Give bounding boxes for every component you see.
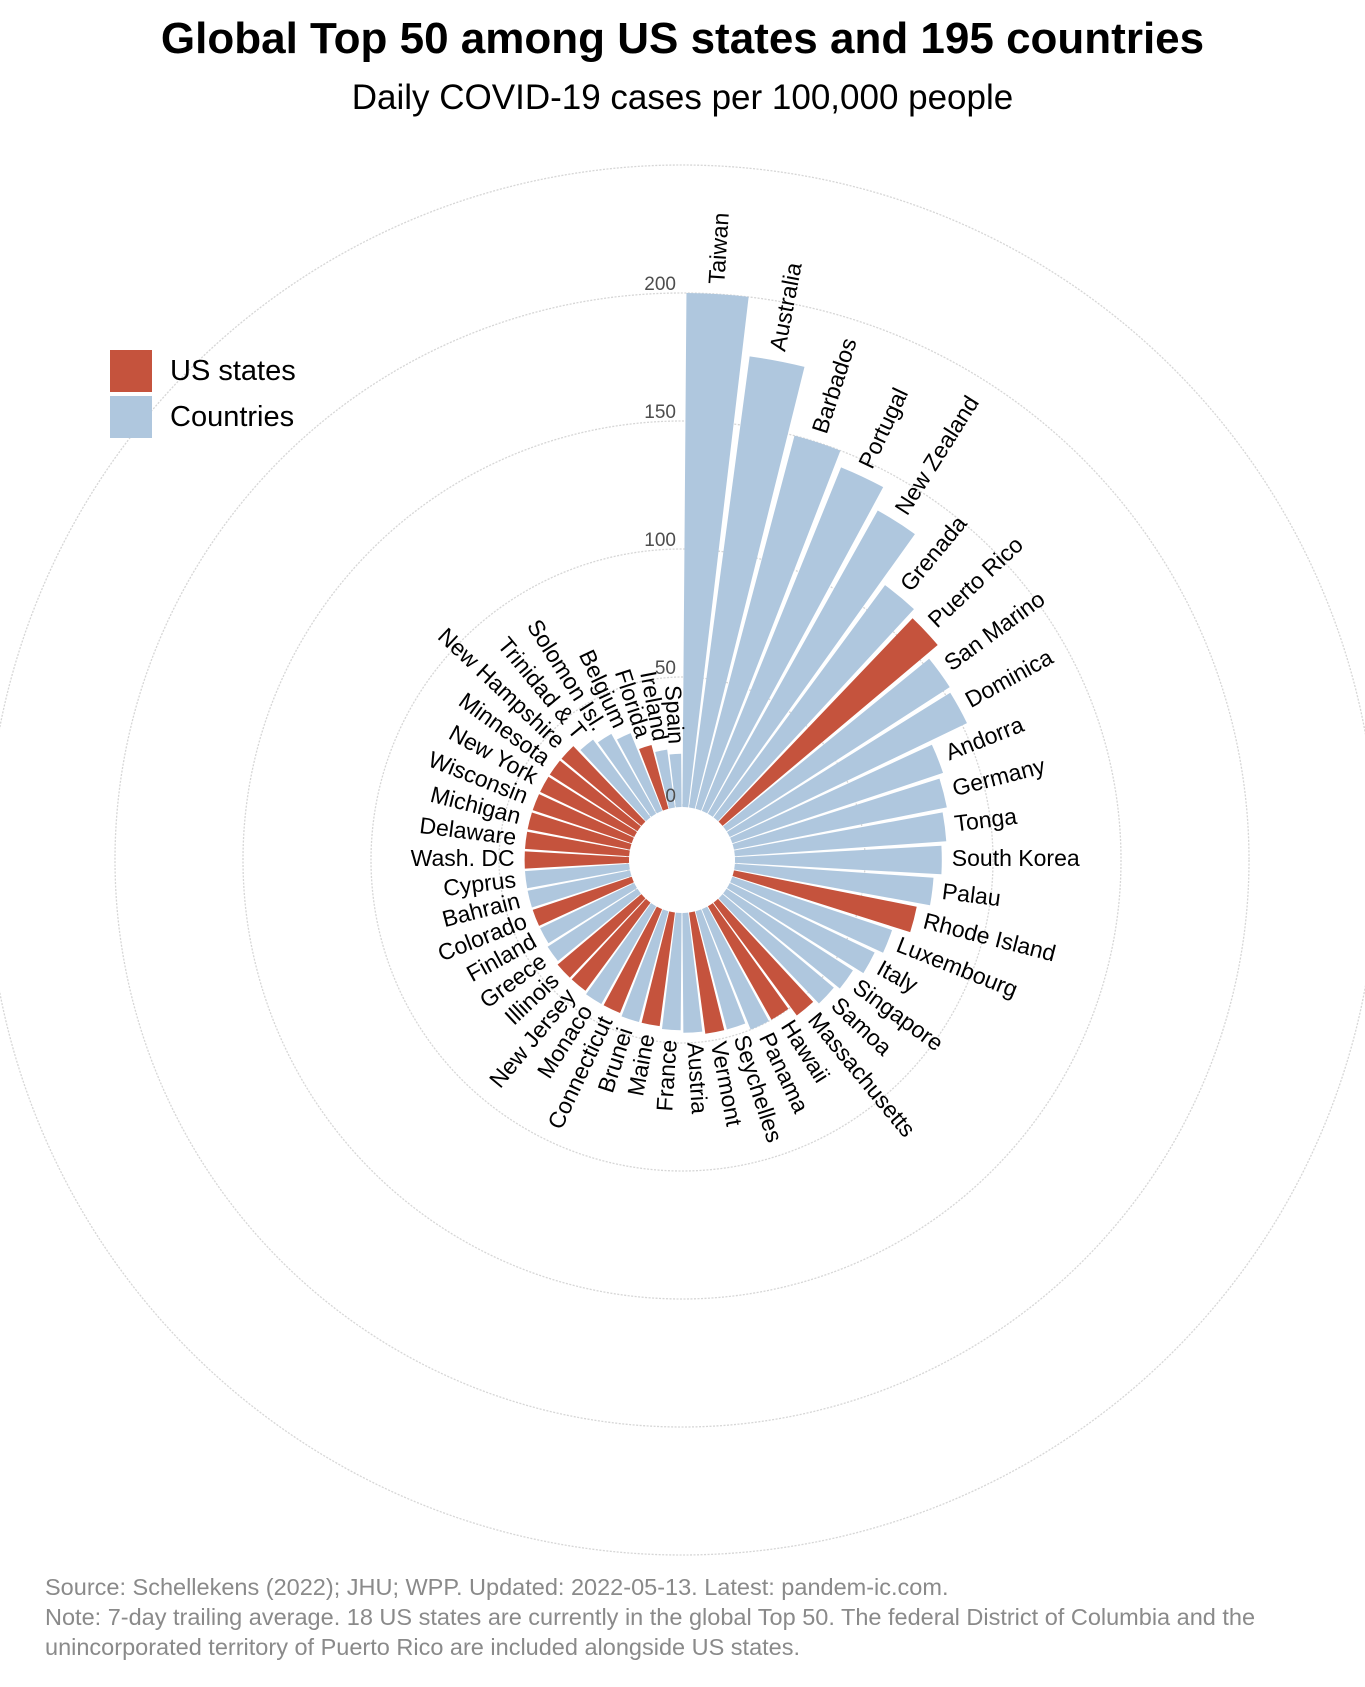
bar-solomon-isl (597, 733, 657, 817)
bar-south-korea (734, 845, 942, 875)
label-barbados: Barbados (807, 335, 862, 437)
label-south-korea: South Korea (952, 845, 1080, 871)
bar-hawaii (707, 903, 789, 1020)
bar-ireland (655, 749, 675, 809)
bar-brunei (621, 909, 669, 1023)
bar-bahrain (527, 870, 632, 908)
bar-puerto-rico (718, 618, 938, 826)
bar-panama (701, 906, 769, 1030)
chart-title: Global Top 50 among US states and 195 co… (160, 14, 1205, 63)
grid-ring-200 (114, 292, 1250, 1428)
legend-item-us-states: US states (110, 348, 296, 394)
bar-delaware (524, 831, 630, 857)
bar-seychelles (695, 909, 746, 1030)
bar-wisconsin (532, 794, 634, 844)
label-australia: Australia (764, 260, 806, 353)
bar-florida (639, 744, 669, 811)
r-tick-150: 150 (644, 402, 676, 423)
bar-new-york (540, 776, 638, 838)
label-portugal: Portugal (853, 384, 913, 473)
center-hole (634, 812, 730, 908)
bar-france (661, 912, 682, 1031)
bar-colorado (532, 876, 634, 926)
bar-greece (547, 888, 641, 961)
label-austria: Austria (682, 1041, 712, 1114)
r-tick-100: 100 (644, 530, 676, 551)
bar-trinidad-t (580, 739, 651, 822)
bar-austria (682, 912, 703, 1033)
r-tick-0: 0 (665, 786, 676, 807)
bar-connecticut (603, 906, 663, 1014)
bar-new-hampshire (561, 746, 646, 826)
chart-subtitle: Daily COVID-19 cases per 100,000 people (351, 78, 1014, 117)
label-france: France (651, 1039, 681, 1112)
legend-label-us-states: US states (170, 354, 296, 387)
label-tonga: Tonga (953, 803, 1019, 837)
radial-axis-ticks: 0 50 100 150 200 (644, 274, 676, 807)
bar-maine (641, 911, 675, 1027)
grid-ring-100 (370, 548, 994, 1172)
bar-new-zealand (707, 510, 915, 817)
bar-new-jersey (571, 898, 651, 991)
bar-san-marino (723, 658, 950, 832)
bar-illinois (557, 894, 646, 978)
bars (524, 293, 967, 1034)
bar-finland (540, 882, 638, 944)
bar-palau (734, 863, 934, 906)
source-note: Source: Schellekens (2022); JHU; WPP. Up… (45, 1574, 949, 1600)
legend: US states Countries (110, 348, 296, 440)
bar-tonga (734, 812, 947, 857)
r-tick-50: 50 (655, 658, 676, 679)
bar-grenada (713, 585, 914, 822)
bar-germany (732, 778, 947, 850)
bar-samoa (718, 894, 834, 1004)
legend-swatch-us-states (110, 350, 152, 392)
r-tick-200: 200 (644, 274, 676, 295)
label-spain: Spain (660, 684, 690, 744)
bar-cyprus (524, 863, 630, 889)
bar-rhode-island (732, 870, 917, 933)
bar-luxembourg (730, 876, 893, 953)
bar-wash-dc (524, 851, 630, 869)
bar-michigan (527, 812, 632, 850)
label-wash-dc: Wash. DC (411, 845, 515, 871)
bar-australia (689, 356, 805, 809)
bar-minnesota (549, 760, 641, 832)
bar-spain (669, 753, 682, 808)
bar-dominica (726, 692, 967, 838)
bar-andorra (730, 744, 944, 844)
bar-italy (726, 882, 875, 974)
bar-barbados (695, 435, 841, 811)
bar-massachusetts (713, 898, 814, 1016)
bar-singapore (723, 888, 853, 989)
label-taiwan: Taiwan (703, 212, 733, 285)
bar-vermont (689, 911, 725, 1034)
bar-monaco (586, 903, 657, 1005)
footer: Source: Schellekens (2022); JHU; WPP. Up… (45, 1572, 1335, 1662)
legend-item-countries: Countries (110, 394, 296, 440)
bar-belgium (616, 733, 663, 814)
bar-taiwan (682, 293, 749, 808)
legend-swatch-countries (110, 396, 152, 438)
label-palau: Palau (941, 878, 1003, 911)
footnote: Note: 7-day trailing average. 18 US stat… (45, 1604, 1256, 1660)
bar-portugal (701, 467, 884, 814)
grid-ring-150 (242, 420, 1122, 1300)
legend-label-countries: Countries (170, 400, 295, 433)
